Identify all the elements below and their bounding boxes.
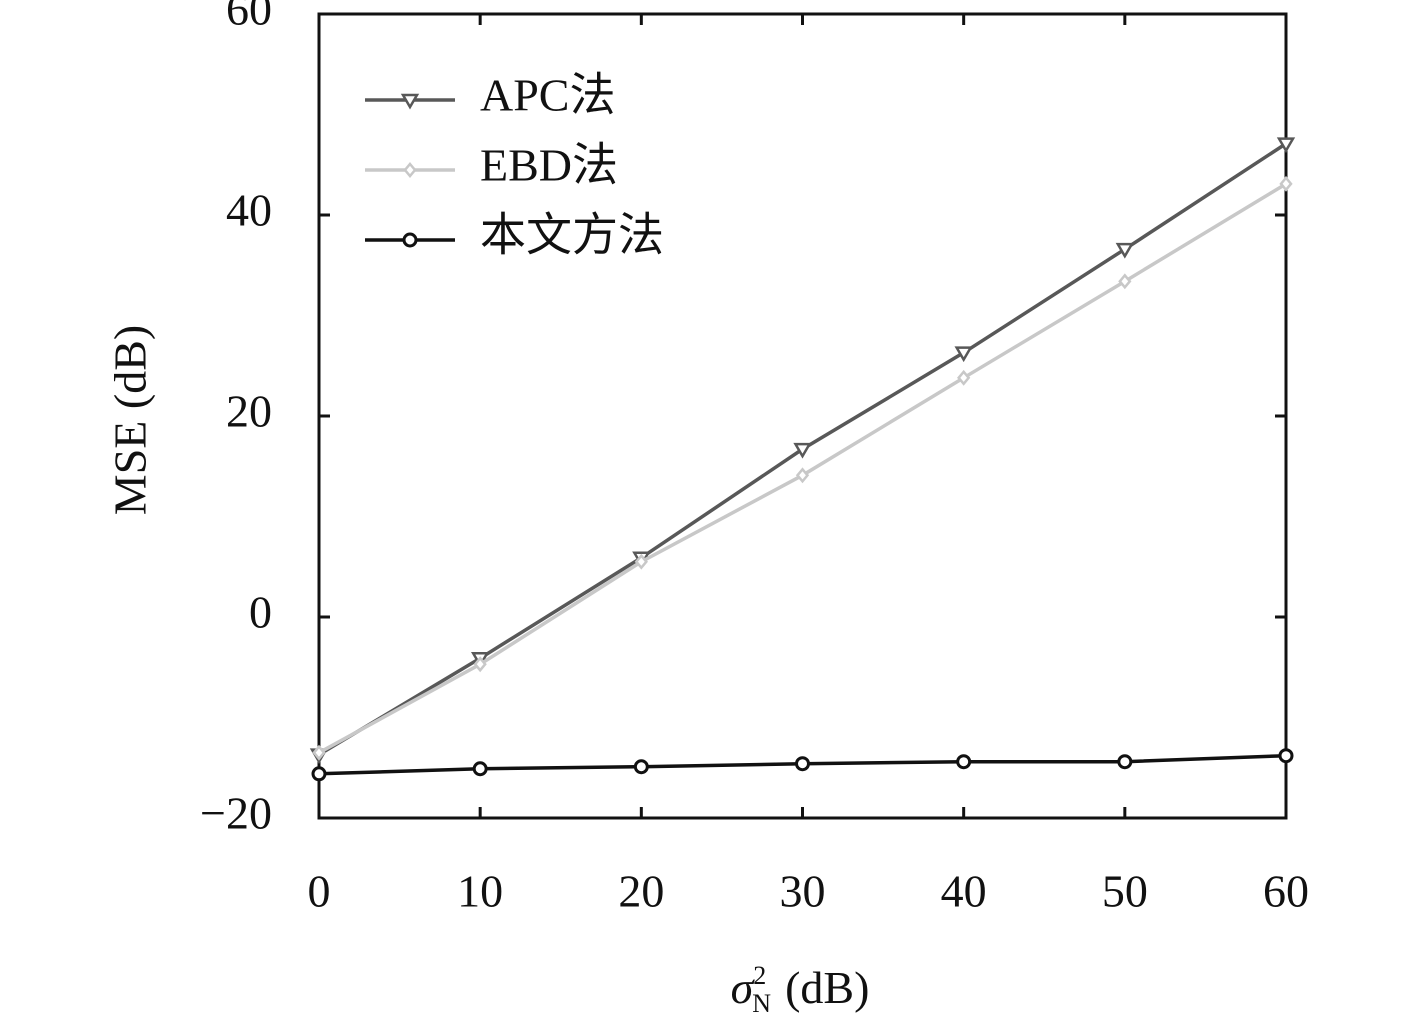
y-axis-label: MSE (dB) xyxy=(105,325,156,515)
marker xyxy=(400,93,420,110)
marker xyxy=(956,754,972,770)
x-tick-label: 50 xyxy=(1102,866,1148,917)
legend-label: APC法 xyxy=(480,70,615,121)
x-axis-label: σ2 N (dB) xyxy=(731,961,870,1018)
x-tick-label: 60 xyxy=(1263,866,1309,917)
marker xyxy=(1115,242,1135,259)
y-tick-label: 40 xyxy=(226,185,272,236)
x-label-symbol: σ xyxy=(731,962,756,1013)
x-tick-label: 40 xyxy=(941,866,987,917)
marker xyxy=(795,756,810,772)
y-tick-label: 60 xyxy=(226,0,272,35)
marker xyxy=(1279,175,1293,192)
legend-label: 本文方法 xyxy=(480,210,664,261)
x-tick-label: 20 xyxy=(618,866,664,917)
marker xyxy=(1278,748,1294,764)
marker xyxy=(1117,754,1133,770)
marker xyxy=(954,346,973,363)
x-label-sup: 2 xyxy=(753,961,766,990)
x-tick-label: 30 xyxy=(780,866,826,917)
x-tick-label: 0 xyxy=(308,866,331,917)
plot-frame xyxy=(317,12,1288,820)
x-label-sub: N xyxy=(752,989,771,1018)
y-tick-label: −20 xyxy=(200,788,272,839)
y-tick-label: 0 xyxy=(249,587,272,638)
marker xyxy=(634,553,648,570)
marker xyxy=(312,744,326,761)
marker xyxy=(957,369,971,386)
marker xyxy=(633,759,649,775)
marker xyxy=(472,761,488,777)
marker xyxy=(473,656,487,673)
marker xyxy=(402,232,418,248)
marker xyxy=(795,467,810,484)
x-label-unit: (dB) xyxy=(785,962,869,1013)
legend-label: EBD法 xyxy=(480,140,618,191)
marker xyxy=(311,766,327,782)
marker xyxy=(1276,137,1296,154)
x-tick-label: 10 xyxy=(457,866,503,917)
marker xyxy=(403,162,417,178)
marker xyxy=(793,442,812,459)
y-tick-label: 20 xyxy=(226,386,272,437)
marker xyxy=(1118,273,1132,290)
